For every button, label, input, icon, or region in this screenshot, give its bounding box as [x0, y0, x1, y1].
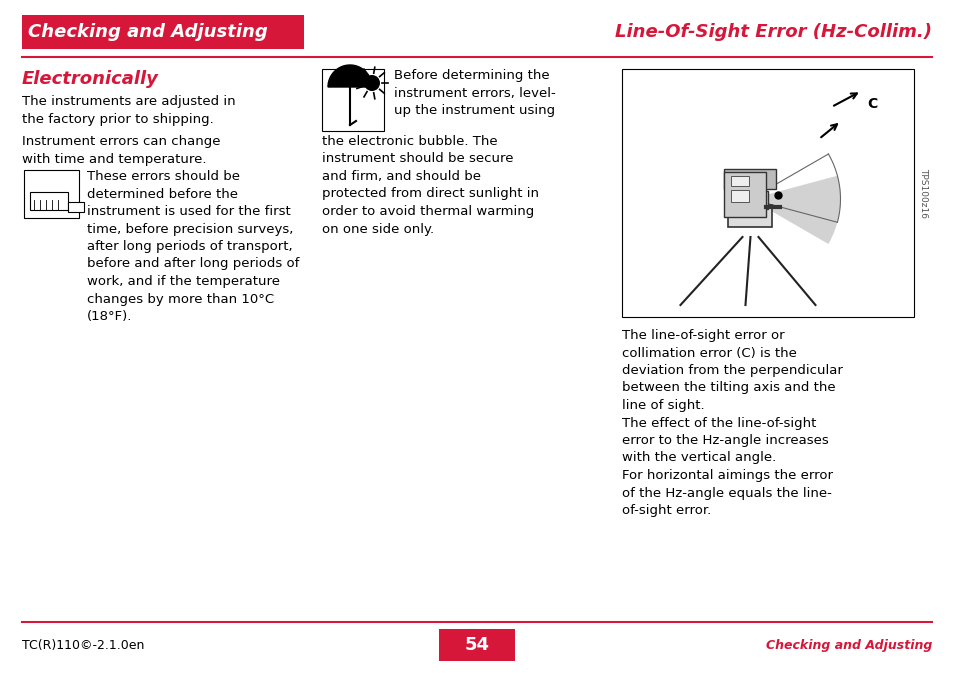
Bar — [723, 169, 776, 189]
Text: Line-Of-Sight Error (Hz-Collim.): Line-Of-Sight Error (Hz-Collim.) — [615, 23, 931, 41]
Bar — [30, 192, 68, 210]
Text: 54: 54 — [464, 636, 489, 654]
Bar — [723, 172, 765, 217]
Text: Checking and Adjusting: Checking and Adjusting — [28, 23, 268, 41]
Bar — [732, 191, 768, 209]
Text: Before determining the
instrument errors, level-
up the instrument using: Before determining the instrument errors… — [394, 69, 556, 117]
Text: TPS100z16: TPS100z16 — [919, 168, 927, 218]
Circle shape — [364, 75, 379, 91]
Bar — [68, 202, 84, 212]
Bar — [728, 205, 772, 227]
Bar — [731, 190, 749, 202]
Text: C: C — [866, 97, 877, 111]
Bar — [438, 629, 515, 661]
Text: Electronically: Electronically — [22, 70, 159, 88]
Text: TC(R)110©-2.1.0en: TC(R)110©-2.1.0en — [22, 638, 144, 651]
Text: These errors should be
determined before the
instrument is used for the first
ti: These errors should be determined before… — [87, 170, 299, 323]
Bar — [22, 15, 304, 49]
Polygon shape — [328, 65, 372, 87]
Text: Checking and Adjusting: Checking and Adjusting — [765, 638, 931, 651]
Text: The line-of-sight error or
collimation error (C) is the
deviation from the perpe: The line-of-sight error or collimation e… — [621, 329, 842, 517]
Text: the electronic bubble. The
instrument should be secure
and firm, and should be
p: the electronic bubble. The instrument sh… — [322, 135, 538, 236]
Bar — [24, 170, 79, 218]
Bar — [322, 69, 384, 131]
Wedge shape — [750, 176, 840, 244]
Bar — [621, 69, 913, 317]
Text: The instruments are adjusted in
the factory prior to shipping.: The instruments are adjusted in the fact… — [22, 95, 235, 125]
Text: Instrument errors can change
with time and temperature.: Instrument errors can change with time a… — [22, 135, 220, 165]
Bar — [731, 176, 749, 186]
